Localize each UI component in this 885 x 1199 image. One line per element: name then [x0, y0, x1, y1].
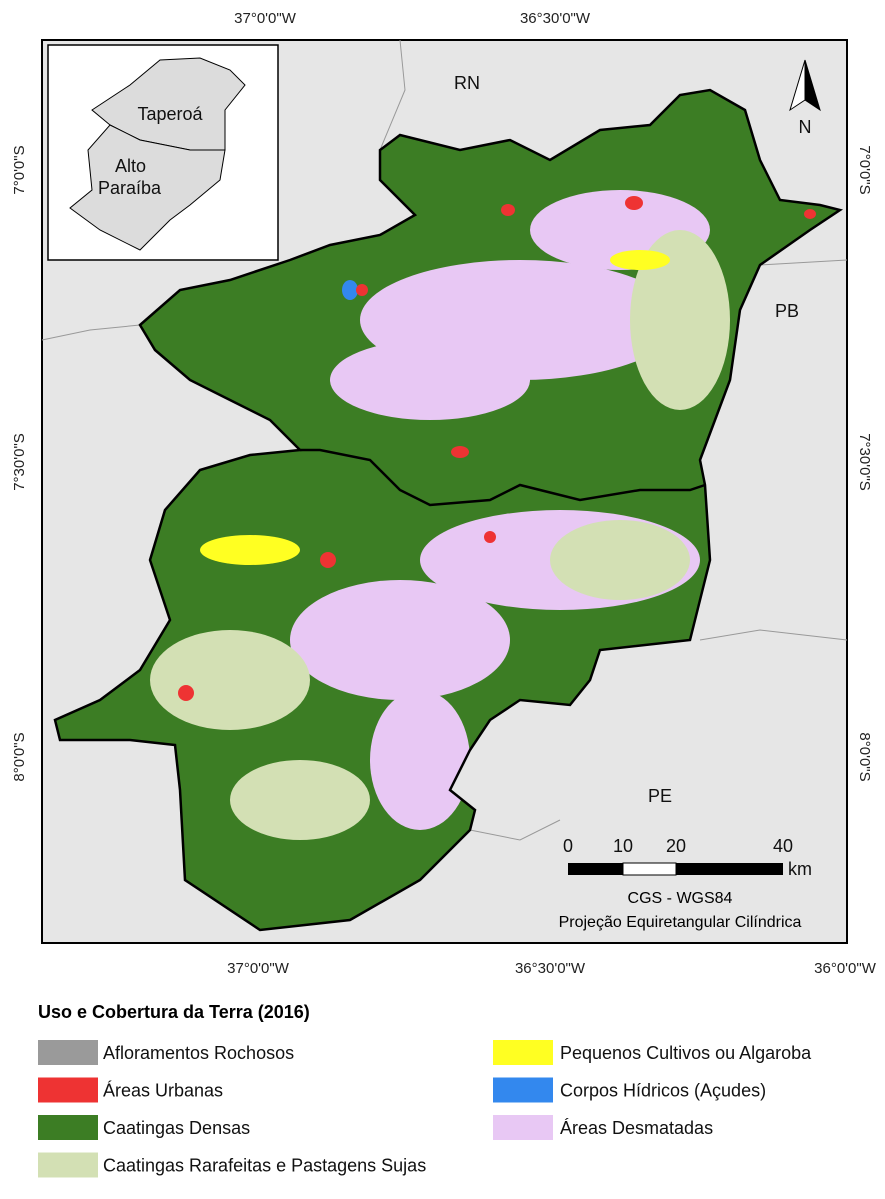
land-patch: [342, 280, 358, 300]
inset-label: Alto Paraíba: [98, 156, 162, 198]
coord-label: 7°0'0"S: [11, 145, 28, 194]
land-patch: [320, 552, 336, 568]
legend-swatch: [38, 1077, 98, 1103]
scale-bar: [622, 862, 677, 876]
scale-label: 40: [773, 836, 793, 856]
legend-label: Pequenos Cultivos ou Algaroba: [560, 1043, 812, 1063]
legend-label: Áreas Urbanas: [103, 1081, 223, 1101]
legend-label: Corpos Hídricos (Açudes): [560, 1081, 766, 1101]
scale-label: 0: [563, 836, 573, 856]
coord-label: 36°0'0"W: [814, 960, 877, 977]
study-outline: [53, 88, 844, 932]
coord-label: 7°30'0"S: [856, 433, 873, 491]
inset-label: Taperoá: [137, 104, 203, 124]
state-label: PB: [775, 301, 799, 321]
scale-label: 20: [666, 836, 686, 856]
coord-label: 36°30'0"W: [520, 10, 591, 27]
legend-swatch: [493, 1077, 553, 1103]
scale-bar: [568, 863, 623, 875]
north-label: N: [799, 117, 812, 137]
legend-label: Afloramentos Rochosos: [103, 1043, 294, 1063]
legend-swatch: [38, 1115, 98, 1140]
land-patch: [804, 209, 816, 219]
land-patch: [330, 340, 530, 420]
state-label: RN: [454, 73, 480, 93]
land-patch: [451, 446, 469, 458]
land-patch: [290, 580, 510, 700]
legend-swatch: [493, 1040, 553, 1065]
coord-label: 36°30'0"W: [515, 960, 586, 977]
north-arrow: [804, 59, 821, 112]
land-patch: [370, 690, 470, 830]
land-patch: [150, 630, 310, 730]
land-patch: [550, 520, 690, 600]
legend-label: Caatingas Densas: [103, 1118, 250, 1138]
land-patch: [178, 685, 194, 701]
land-patch: [610, 250, 670, 270]
projection: Projeção Equiretangular Cilíndrica: [559, 914, 802, 931]
land-patch: [230, 760, 370, 840]
legend-label: Áreas Desmatadas: [560, 1118, 713, 1138]
scale-unit: km: [788, 859, 812, 879]
land-patch: [625, 196, 643, 210]
boundaries: [41, 39, 848, 841]
land-patch: [501, 204, 515, 216]
legend-title: Uso e Cobertura da Terra (2016): [38, 1002, 310, 1022]
legend-swatch: [38, 1152, 98, 1178]
land-patch: [356, 284, 368, 296]
coord-label: 7°30'0"S: [11, 433, 28, 491]
coord-label: 7°0'0"S: [856, 145, 873, 194]
state-label: PE: [648, 786, 672, 806]
microregion-divide: [300, 448, 706, 507]
legend-label: Caatingas Rarafeitas e Pastagens Sujas: [103, 1156, 426, 1176]
coord-label: 8°0'0"S: [11, 732, 28, 781]
land-patch: [630, 230, 730, 410]
coord-label: 37°0'0"W: [227, 960, 290, 977]
inset-alto-paraiba: [69, 124, 226, 251]
legend-swatch: [38, 1040, 98, 1065]
datum: CGS - WGS84: [628, 890, 733, 907]
land-patch: [200, 535, 300, 565]
land-patch: [484, 531, 496, 543]
coord-label: 37°0'0"W: [234, 10, 297, 27]
scale-bar: [676, 863, 783, 875]
legend-swatch: [493, 1115, 553, 1140]
scale-label: 10: [613, 836, 633, 856]
coord-label: 8°0'0"S: [856, 732, 873, 781]
legend: Afloramentos Rochosos Áreas Urbanas Caatin…: [38, 1040, 812, 1178]
